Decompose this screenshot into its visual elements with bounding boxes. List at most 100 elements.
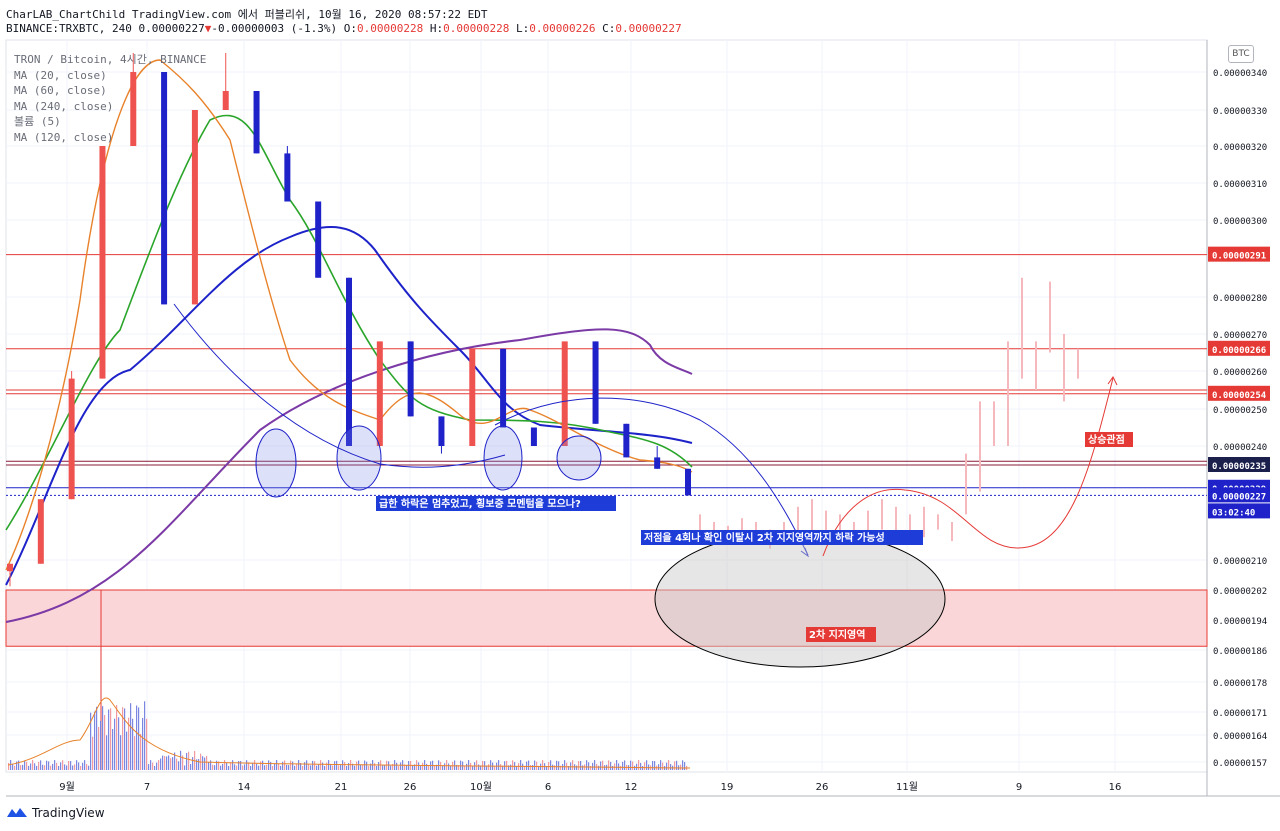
y-tick-label: 0.00000157: [1213, 759, 1267, 769]
annotation-text: 저점을 4회나 확인 이탈시 2차 지지영역까지 하락 가능성: [644, 531, 885, 544]
legend-ma120[interactable]: MA (120, close): [14, 130, 114, 144]
volume-bar: [254, 760, 256, 770]
candle-body: [130, 72, 137, 146]
volume-bar: [268, 760, 270, 770]
volume-bar: [482, 760, 484, 770]
legend-pair[interactable]: TRON / Bitcoin, 4시간, BINANCE: [14, 53, 207, 66]
volume-bar: [206, 755, 208, 770]
volume-bar: [168, 755, 170, 770]
volume-bar: [490, 760, 492, 770]
volume-bar: [360, 765, 362, 770]
volume-bar: [426, 763, 428, 770]
volume-bar: [638, 760, 640, 770]
volume-bar: [334, 761, 336, 770]
volume-bar: [448, 763, 450, 770]
arrow-up-icon: [1107, 376, 1118, 386]
volume-bar: [610, 761, 612, 770]
volume-bar: [560, 765, 562, 770]
price-label-bg: [1208, 385, 1270, 401]
change-value: -0.00000003 (-1.3%): [211, 22, 338, 35]
x-tick-label: 9월: [59, 781, 75, 793]
volume-bar: [316, 765, 318, 770]
legend-ma20[interactable]: MA (20, close): [14, 68, 107, 82]
volume-bar: [300, 763, 302, 770]
candle-body: [469, 348, 476, 446]
candle-body: [315, 201, 322, 278]
currency-badge[interactable]: BTC: [1228, 45, 1254, 63]
volume-bar: [220, 765, 222, 770]
volume-bar: [116, 705, 118, 770]
volume-bar: [122, 707, 124, 770]
volume-bar: [106, 735, 108, 770]
volume-bar: [154, 765, 156, 770]
volume-bar: [72, 765, 74, 770]
volume-bar: [198, 759, 200, 770]
y-tick-label: 0.00000320: [1213, 143, 1267, 153]
volume-bar: [454, 760, 456, 770]
tradingview-brand[interactable]: TradingView: [6, 806, 105, 820]
low-test-ellipse: [336, 425, 382, 491]
volume-bar: [218, 761, 220, 770]
annotation-text: 급한 하락은 멈추었고, 횡보중 모멘텀을 모으나?: [379, 497, 581, 510]
y-tick-label: 0.00000171: [1213, 709, 1267, 719]
y-tick-label: 0.00000300: [1213, 217, 1267, 227]
volume-bar: [150, 760, 152, 770]
legend-ma60[interactable]: MA (60, close): [14, 84, 107, 97]
volume-bar: [136, 705, 138, 770]
volume-bar: [54, 760, 56, 770]
low-value: 0.00000226: [529, 22, 596, 35]
candle-body: [685, 468, 691, 496]
volume-bar: [60, 762, 62, 770]
volume-bar: [18, 760, 20, 770]
volume-bar: [152, 762, 154, 770]
volume-bar: [228, 765, 230, 770]
volume-bar: [284, 760, 286, 770]
symbol-label[interactable]: BINANCE:TRXBTC, 240: [6, 22, 132, 35]
legend-ma240[interactable]: MA (240, close): [14, 99, 114, 113]
volume-bar: [324, 765, 326, 770]
volume-bar: [466, 763, 468, 770]
volume-bar: [668, 760, 670, 770]
volume-bar: [272, 765, 274, 770]
volume-bar: [32, 760, 34, 770]
volume-bar: [352, 763, 354, 770]
volume-bar: [110, 708, 112, 770]
price-label-bg: [1208, 457, 1270, 472]
volume-bar: [76, 760, 78, 770]
x-tick-label: 21: [335, 782, 348, 793]
volume-bar: [600, 761, 602, 770]
volume-bar: [214, 765, 216, 770]
volume-bar: [160, 758, 162, 770]
price-label: 0.00000227: [1212, 492, 1266, 502]
volume-bar: [342, 760, 344, 770]
volume-bar: [26, 761, 28, 770]
y-tick-label: 0.00000164: [1213, 732, 1267, 742]
volume-bar: [476, 760, 478, 770]
candle-body: [654, 457, 661, 469]
indicator-legend: TRON / Bitcoin, 4시간, BINANCE MA (20, clo…: [14, 52, 206, 145]
volume-bar: [382, 764, 384, 770]
volume-bar: [436, 764, 438, 770]
x-tick-label: 11월: [896, 781, 918, 793]
price-label: 0.00000235: [1212, 462, 1266, 472]
volume-bar: [192, 757, 194, 770]
volume-bar: [314, 761, 316, 770]
last-price: 0.00000227: [138, 22, 205, 35]
volume-bar: [210, 760, 212, 770]
volume-bar: [24, 760, 26, 770]
volume-bar: [536, 761, 538, 770]
volume-bar: [38, 761, 40, 770]
volume-bar: [28, 765, 30, 770]
candle-body: [253, 91, 260, 154]
volume-bar: [396, 762, 398, 770]
volume-bar: [556, 760, 558, 770]
legend-volume[interactable]: 볼륨 (5): [14, 115, 61, 128]
volume-bar: [588, 762, 590, 770]
candle-body: [438, 416, 445, 446]
volume-bar: [652, 760, 654, 770]
x-tick-label: 6: [545, 782, 551, 793]
volume-bar: [250, 765, 252, 770]
volume-bar: [232, 760, 234, 770]
volume-bar: [494, 765, 496, 770]
